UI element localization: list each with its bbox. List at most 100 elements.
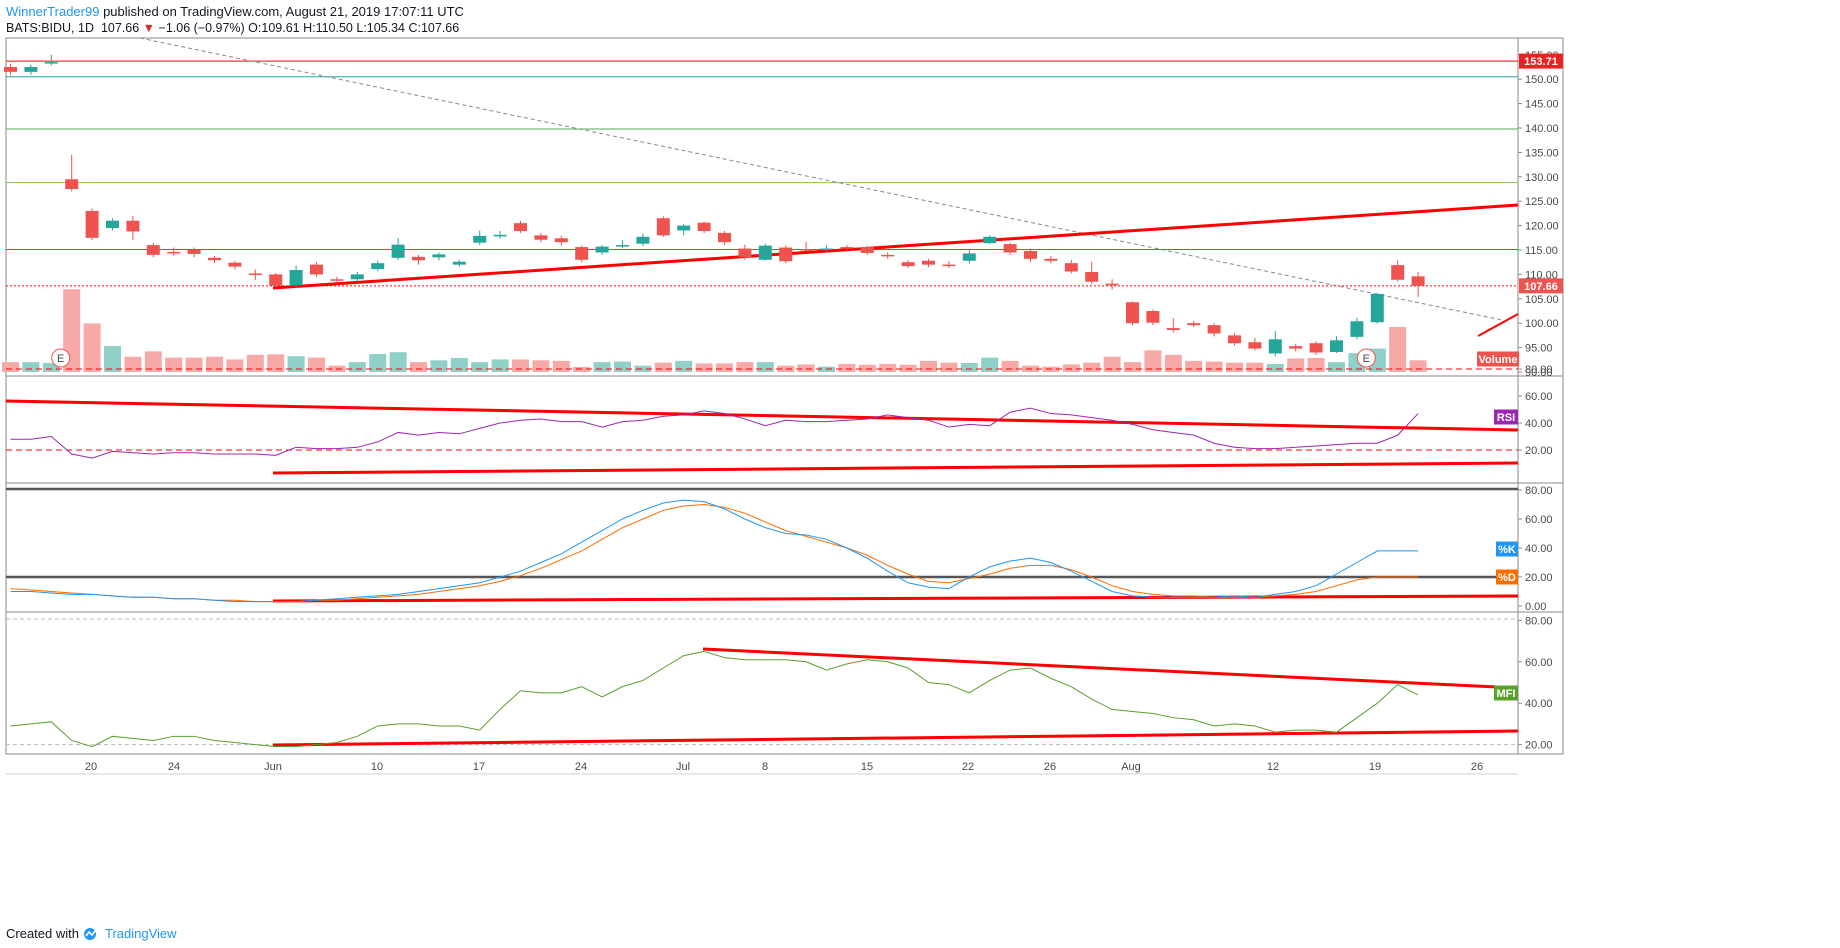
time-axis-tick: 24 [168,761,180,773]
price-axis-tick: 140.00 [1525,123,1559,135]
price-axis-tick: 125.00 [1525,196,1559,208]
candle-body [881,254,895,257]
volume-bar [226,359,244,372]
candle-body [636,236,650,244]
volume-bar [1328,362,1345,372]
volume-bar [410,362,427,372]
published-text: published on TradingView.com, August 21,… [103,4,464,19]
candle-body [1309,343,1323,353]
candle-body [65,179,79,189]
volume-bar [593,362,611,372]
author-link[interactable]: WinnerTrader99 [6,4,100,19]
volume-bar [797,364,815,372]
volume-tag-text: Volume [1479,354,1518,366]
candle-body [228,262,242,267]
rsi-axis-tick: 80.00 [1525,364,1553,376]
volume-bar [1307,357,1325,372]
volume-bar [552,360,570,372]
candle-body [1370,293,1384,323]
stoch-pane [5,482,1564,613]
candle-body [85,210,99,238]
volume-bar [348,362,366,372]
mfi-axis-tick: 20.00 [1525,740,1553,752]
volume-bar [471,362,489,372]
uptrend-line [272,203,1519,290]
price-axis-tick: 105.00 [1525,294,1559,306]
candle-body [656,218,670,236]
candle-body [779,247,793,262]
candle-body [1248,342,1262,349]
uptrend-line-2 [1477,313,1519,337]
rsi-tag [1494,409,1518,425]
candle-body [4,67,17,72]
candle-body [1105,283,1119,286]
candle-body [412,256,425,261]
volume-bar [389,352,407,372]
volume-bar [1144,350,1162,372]
time-axis-tick: 24 [575,761,587,773]
stoch-axis-tick: 20.00 [1525,572,1553,584]
candle-body [758,245,772,260]
price-axis-tick: 135.00 [1525,147,1559,159]
volume-bar [1062,364,1080,372]
candle-body [677,225,691,231]
volume-bar [144,351,162,372]
price-axis-tick: 100.00 [1525,318,1559,330]
earnings-marker-label: E [1363,353,1370,365]
earnings-marker-icon [1356,348,1376,368]
volume-bar [1185,360,1203,372]
volume-bar [614,361,631,372]
price-axis-tick: 150.00 [1525,74,1559,86]
mfi-pane [5,611,1564,755]
volume-bar [736,362,754,372]
candle-body [1350,321,1364,337]
tradingview-link[interactable]: TradingView [104,926,177,941]
mfi-line [10,650,1419,748]
time-axis-tick: Aug [1121,761,1141,773]
time-axis-tick: 19 [1369,761,1381,773]
earnings-marker-icon [51,348,71,368]
volume-bar [1226,362,1243,372]
rsi-pane [5,375,1564,484]
volume-bar [981,357,999,372]
rsi-line [10,407,1419,459]
stoch-axis-tick: 40.00 [1525,543,1553,555]
time-axis-tick: 12 [1267,761,1279,773]
mfi-tag-text: MFI [1497,688,1516,700]
volume-bar [512,359,529,372]
volume-bar [450,357,468,372]
volume-bar [654,362,672,372]
candle-body [1289,346,1303,349]
candle-body [1064,263,1078,272]
volume-bar [430,360,448,372]
candle-body [289,270,303,286]
stoch-d-line [10,503,1419,603]
volume-bar [634,365,652,372]
ohlc-values: O:109.61 H:110.50 L:105.34 C:107.66 [248,21,460,35]
time-axis-tick: Jun [264,761,282,773]
candle-body [1126,302,1139,324]
stoch-d-tag-text: %D [1498,572,1516,584]
volume-bar [695,363,713,372]
price-axis-tick: 115.00 [1525,245,1558,257]
candle-body [310,264,323,275]
time-axis-tick: 20 [85,761,97,773]
volume-bar [756,362,774,372]
volume-bar [777,365,795,372]
candle-body [187,250,201,254]
volume-bar [1001,360,1019,372]
candle-body [718,232,731,243]
rsi-axis-tick: 60.00 [1525,391,1553,403]
volume-bar [879,363,897,372]
candle-body [1330,340,1343,352]
volume-bar [838,363,856,372]
price-high-tag-text: 153.71 [1524,56,1558,68]
candle-body [840,247,854,249]
stoch-axis-tick: 60.00 [1525,514,1553,526]
volume-tag [1477,351,1519,367]
stoch-k-line [10,499,1419,603]
volume-bar [1083,362,1101,372]
volume-bar [960,363,978,372]
tradingview-logo-icon [83,927,97,940]
